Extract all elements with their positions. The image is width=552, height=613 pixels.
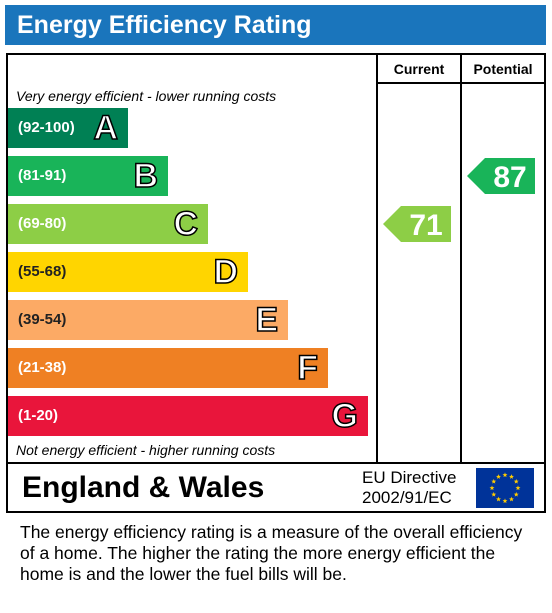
band-c: (69-80) C [8,204,208,244]
region-label: England & Wales [22,471,265,504]
band-e: (39-54) E [8,300,288,340]
footer-divider [6,462,546,464]
eu-star-icon [513,491,519,497]
eu-star-icon [496,496,501,502]
band-range-label: (1-20) [18,407,59,424]
band-letter-label: D [213,252,239,292]
eu-star-icon [509,496,514,502]
eu-star-icon [496,474,501,479]
band-g: (1-20) G [8,396,368,436]
band-range-label: (55-68) [18,263,67,280]
eu-star-icon [515,485,521,491]
directive-line-2: 2002/91/EC [362,488,452,507]
potential-column-divider [460,53,462,463]
eu-star-icon [502,498,508,504]
eu-star-icon [513,478,519,484]
band-letter-label: C [173,204,199,244]
band-letter-label: F [296,348,318,388]
eu-flag-icon [476,468,534,508]
band-range-label: (92-100) [18,119,75,136]
directive-line-1: EU Directive [362,468,457,487]
band-letter-label: E [255,300,279,340]
band-range-label: (81-91) [18,167,67,184]
band-f: (21-38) F [8,348,328,388]
band-range-label: (39-54) [18,311,67,328]
eu-star-icon [509,474,514,479]
eu-star-icon [491,478,497,484]
rating-frame [6,53,546,513]
band-letter-label: B [133,156,159,196]
band-letter-label: A [93,108,119,148]
potential-column-header: Potential [473,61,533,77]
column-header-divider [376,82,546,84]
band-b: (81-91) B [8,156,168,196]
description-text: The energy efficiency rating is a measur… [20,522,523,584]
bottom-note: Not energy efficient - higher running co… [16,442,276,458]
band-letter-label: G [331,396,359,436]
current-column-divider [376,53,378,463]
current-column-header: Current [393,61,445,77]
eu-directive: EU Directive 2002/91/EC [362,468,470,508]
top-note: Very energy efficient - lower running co… [16,88,277,104]
band-d: (55-68) D [8,252,248,292]
chart-title: Energy Efficiency Rating [5,5,546,45]
eu-star-icon [489,485,495,491]
band-a: (92-100) A [8,108,128,148]
eu-star-icon [502,472,508,478]
band-range-label: (69-80) [18,215,67,232]
eu-star-icon [491,491,497,497]
band-range-label: (21-38) [18,359,67,376]
